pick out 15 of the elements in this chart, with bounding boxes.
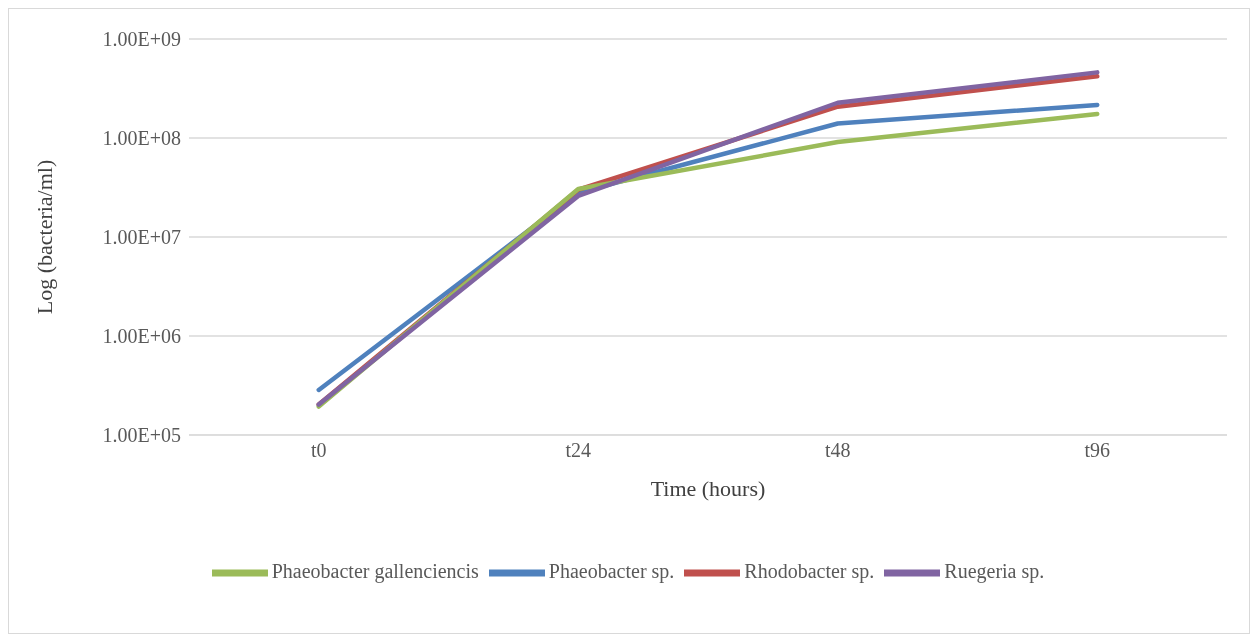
y-tick-label: 1.00E+06 [102, 325, 181, 348]
x-tick-label: t48 [824, 439, 851, 462]
y-tick-label: 1.00E+08 [102, 127, 181, 150]
y-axis-title: Log (bacteria/ml) [31, 159, 57, 315]
x-tick-label: t96 [1084, 439, 1111, 462]
legend-label: Phaeobacter sp. [548, 559, 675, 582]
legend-label: Rhodobacter sp. [744, 559, 875, 582]
legend-label: Ruegeria sp. [944, 559, 1045, 582]
x-axis-title: Time (hours) [650, 475, 766, 501]
x-tick-label: t0 [310, 439, 327, 462]
x-tick-label: t24 [565, 439, 592, 462]
y-tick-label: 1.00E+05 [102, 424, 181, 447]
y-tick-label: 1.00E+07 [102, 226, 181, 249]
y-tick-label: 1.00E+09 [102, 28, 181, 51]
legend-label: Phaeobacter gallenciencis [271, 559, 479, 582]
